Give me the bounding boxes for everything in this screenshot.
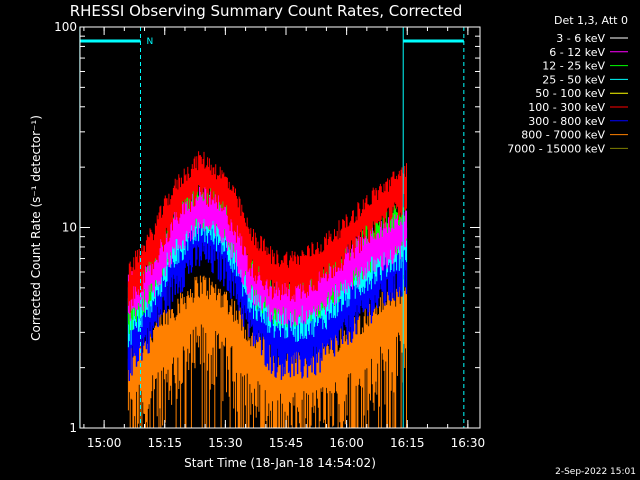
legend-label: 25 - 50 keV [542, 73, 605, 86]
y-tick-label: 1 [69, 421, 77, 435]
legend-label: 50 - 100 keV [535, 87, 605, 100]
night-flag: N [146, 37, 153, 47]
x-axis-label: Start Time (18-Jan-18 14:54:02) [184, 456, 376, 470]
y-tick-label: 10 [62, 221, 77, 235]
legend-label: 3 - 6 keV [556, 32, 605, 45]
x-axis: 15:00 15:15 15:30 15:45 16:00 16:15 16:30 [83, 27, 486, 450]
x-tick-label: 16:15 [390, 436, 425, 450]
y-axis: 1 10 100 [54, 20, 480, 435]
chart-title: RHESSI Observing Summary Count Rates, Co… [70, 2, 463, 20]
plot-data [127, 151, 408, 428]
legend-label: 300 - 800 keV [528, 115, 605, 128]
series-trace [127, 275, 407, 428]
legend-label: 100 - 300 keV [528, 101, 605, 114]
x-tick-label: 15:30 [208, 436, 243, 450]
y-tick-label: 100 [54, 20, 77, 34]
legend-label: 800 - 7000 keV [521, 129, 605, 142]
x-tick-label: 15:15 [147, 436, 182, 450]
series-100-300keV [127, 151, 407, 313]
y-axis-label: Corrected Count Rate (s⁻¹ detector⁻¹) [29, 115, 43, 341]
timestamp: 2-Sep-2022 15:01 [555, 467, 636, 477]
legend-label: 6 - 12 keV [549, 46, 605, 59]
legend-label: 12 - 25 keV [542, 60, 605, 73]
x-tick-label: 16:00 [329, 436, 364, 450]
legend-title: Det 1,3, Att 0 [554, 14, 628, 27]
series-trace [127, 151, 407, 313]
series-800-7000keV [127, 275, 407, 428]
legend-label: 7000 - 15000 keV [507, 142, 605, 155]
x-tick-label: 16:30 [451, 436, 486, 450]
x-tick-label: 15:00 [87, 436, 122, 450]
x-tick-label: 15:45 [269, 436, 304, 450]
